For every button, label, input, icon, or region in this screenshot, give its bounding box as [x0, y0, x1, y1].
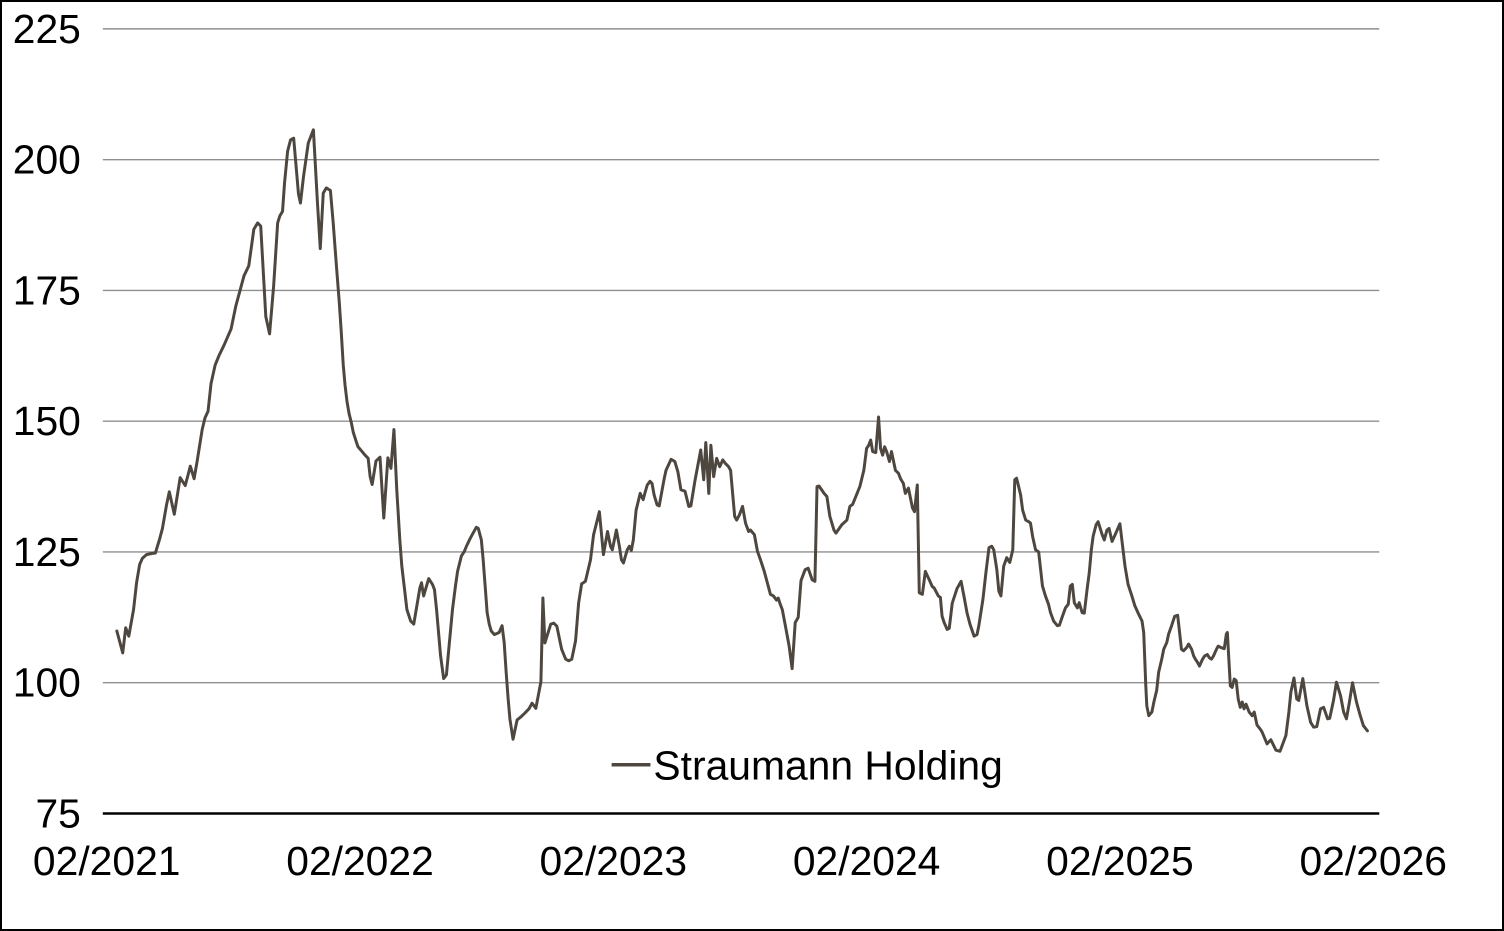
y-tick-label: 150	[13, 398, 81, 444]
y-tick-label: 75	[35, 790, 80, 836]
y-tick-label: 225	[13, 6, 81, 52]
y-tick-label: 100	[13, 660, 81, 706]
x-tick-label: 02/2021	[33, 838, 181, 884]
x-tick-label: 02/2023	[540, 838, 688, 884]
y-axis-labels: 225 200 175 150 125 100 75	[13, 6, 81, 837]
x-tick-label: 02/2026	[1299, 838, 1447, 884]
x-tick-label: 02/2024	[793, 838, 941, 884]
x-tick-label: 02/2025	[1046, 838, 1194, 884]
y-tick-label: 175	[13, 267, 81, 313]
legend: Straumann Holding	[611, 743, 1003, 789]
x-tick-label: 02/2022	[286, 838, 434, 884]
price-line-straumann-holding	[115, 128, 1369, 753]
y-tick-label: 125	[13, 529, 81, 575]
x-axis-labels: 02/2021 02/2022 02/2023 02/2024 02/2025 02/20…	[33, 838, 1447, 884]
legend-label: Straumann Holding	[653, 743, 1002, 789]
y-tick-label: 200	[13, 137, 81, 183]
